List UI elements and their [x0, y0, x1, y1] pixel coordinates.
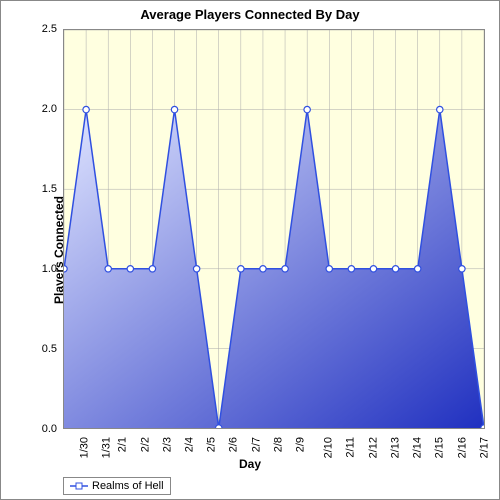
x-tick-label: 2/17: [478, 437, 490, 458]
y-tick-label: 2.5: [42, 23, 57, 35]
x-tick-label: 2/14: [412, 437, 424, 458]
x-axis-label: Day: [1, 457, 499, 471]
x-tick-label: 2/9: [294, 437, 306, 452]
x-tick-label: 2/4: [183, 437, 195, 452]
x-tick-label: 2/5: [206, 437, 218, 452]
x-tick-label: 2/1: [117, 437, 129, 452]
plot-area: [63, 29, 485, 429]
x-tick-label: 2/10: [323, 437, 335, 458]
x-tick-label: 1/31: [101, 437, 113, 458]
legend-swatch-icon: [70, 481, 88, 491]
x-tick-label: 1/30: [78, 437, 90, 458]
x-tick-label: 2/12: [367, 437, 379, 458]
y-tick-label: 1.0: [42, 263, 57, 275]
legend: Realms of Hell: [63, 477, 171, 495]
chart-container: Average Players Connected By Day Players…: [0, 0, 500, 500]
x-tick-label: 2/13: [389, 437, 401, 458]
x-tick-label: 2/7: [250, 437, 262, 452]
x-tick-label: 2/3: [161, 437, 173, 452]
y-tick-label: 1.5: [42, 183, 57, 195]
x-tick-label: 2/11: [344, 437, 356, 458]
x-tick-label: 2/2: [139, 437, 151, 452]
x-tick-label: 2/16: [456, 437, 468, 458]
x-tick-label: 2/6: [228, 437, 240, 452]
chart-title: Average Players Connected By Day: [1, 7, 499, 22]
y-tick-label: 0.5: [42, 343, 57, 355]
x-tick-label: 2/8: [272, 437, 284, 452]
plot-svg: [64, 30, 484, 428]
y-tick-label: 0.0: [42, 423, 57, 435]
x-tick-label: 2/15: [434, 437, 446, 458]
y-tick-label: 2.0: [42, 103, 57, 115]
legend-label: Realms of Hell: [92, 480, 164, 492]
